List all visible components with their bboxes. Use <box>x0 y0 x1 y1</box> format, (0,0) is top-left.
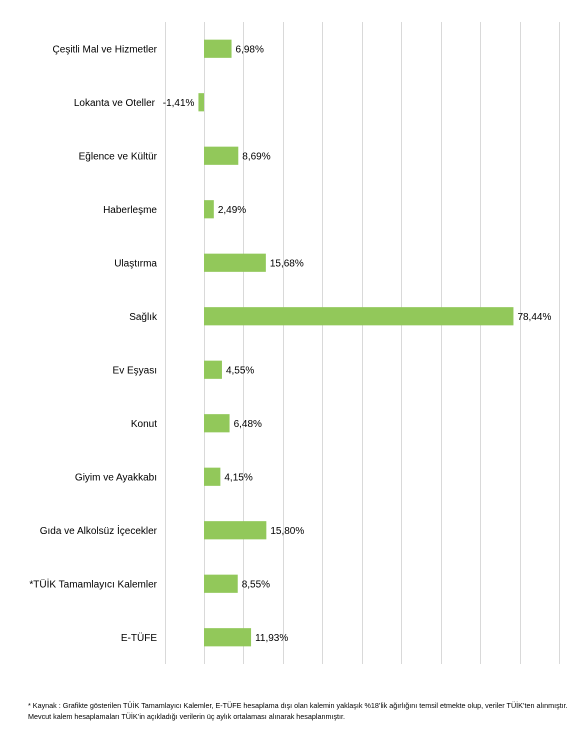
value-label: 8,55% <box>242 579 270 590</box>
category-label: Konut <box>131 419 157 430</box>
bar <box>204 253 266 272</box>
bar <box>204 628 252 647</box>
value-labels: 6,98% -1,41% 8,69% 2,49% 15,68% 78,44% 4,55% 6,… <box>163 44 552 644</box>
value-label: 11,93% <box>255 633 288 644</box>
value-label: 78,44% <box>517 312 551 323</box>
value-label: 6,98% <box>236 44 264 55</box>
value-label: 4,15% <box>224 472 252 483</box>
gridlines <box>165 22 560 664</box>
bar <box>204 39 232 58</box>
category-label: *TÜİK Tamamlayıcı Kalemler <box>29 577 157 590</box>
category-label: Eğlence ve Kültür <box>79 151 158 162</box>
category-label: Lokanta ve Oteller <box>74 98 156 109</box>
category-label: Ulaştırma <box>114 258 157 269</box>
value-label: 4,55% <box>226 365 254 376</box>
value-label: -1,41% <box>163 98 195 109</box>
bar <box>204 360 222 379</box>
category-labels: Çeşitli Mal ve Hizmetler Lokanta ve Otell… <box>29 44 158 644</box>
bar <box>204 521 267 540</box>
value-label: 6,48% <box>234 419 262 430</box>
category-label: Gıda ve Alkolsüz İçecekler <box>40 524 158 537</box>
bar <box>204 574 238 593</box>
bar <box>204 414 230 433</box>
category-label: Giyim ve Ayakkabı <box>75 472 157 483</box>
bar <box>198 93 204 112</box>
value-label: 2,49% <box>218 205 246 216</box>
bar <box>204 307 514 326</box>
value-label: 15,80% <box>270 526 304 537</box>
value-label: 8,69% <box>242 151 270 162</box>
bar <box>204 200 214 219</box>
category-label: Çeşitli Mal ve Hizmetler <box>53 44 158 55</box>
bar <box>204 467 221 486</box>
footnote: * Kaynak : Grafikte gösterilen TÜİK Tama… <box>28 701 568 721</box>
bar-chart: Çeşitli Mal ve Hizmetler Lokanta ve Otell… <box>29 22 560 664</box>
value-label: 15,68% <box>270 258 304 269</box>
category-label: Sağlık <box>129 312 158 323</box>
bars <box>198 39 514 647</box>
category-label: Haberleşme <box>103 205 157 216</box>
bar <box>204 146 239 165</box>
category-label: E-TÜFE <box>121 632 157 644</box>
category-label: Ev Eşyası <box>113 365 157 376</box>
